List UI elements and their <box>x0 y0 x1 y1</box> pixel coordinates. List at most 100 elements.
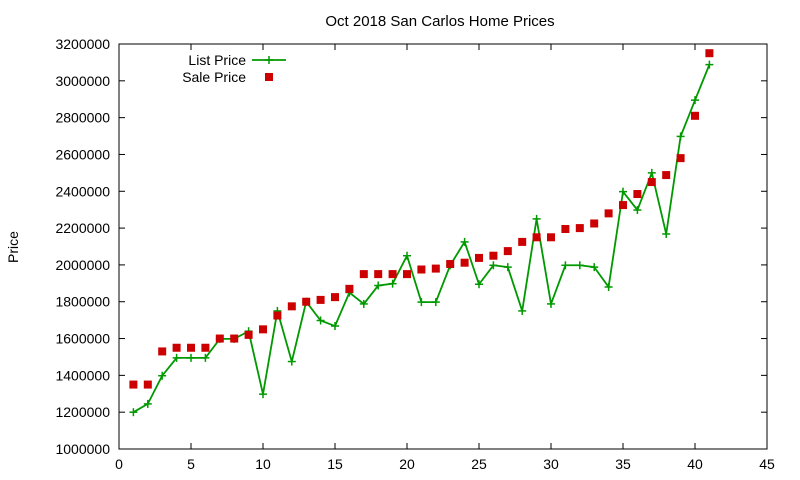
list-price-point <box>316 316 325 325</box>
sale-price-point <box>705 49 714 58</box>
sale-price-point <box>431 264 440 273</box>
sale-price-point <box>345 284 354 293</box>
list-price-point <box>431 298 440 307</box>
legend-label: Sale Price <box>182 69 246 85</box>
x-tick-label: 40 <box>687 456 703 472</box>
list-price-point <box>201 353 210 362</box>
x-tick-label: 10 <box>255 456 271 472</box>
list-price-point <box>532 214 541 223</box>
y-tick-label: 2000000 <box>55 257 110 273</box>
list-price-point <box>633 206 642 215</box>
list-price-point <box>518 306 527 315</box>
y-tick-label: 1800000 <box>55 294 110 310</box>
legend-cross-swatch <box>265 56 273 64</box>
series-sale-price <box>129 49 714 389</box>
sale-price-point <box>446 259 455 268</box>
sale-price-point <box>172 343 181 352</box>
list-price-point <box>143 399 152 408</box>
sale-price-point <box>475 253 483 262</box>
y-tick-label: 3000000 <box>55 73 110 89</box>
data-series <box>129 49 714 417</box>
list-price-point <box>359 299 368 308</box>
sale-price-point <box>647 178 656 187</box>
sale-price-point <box>244 330 253 339</box>
axis-ticks: 0 5 10 15 20 25 30 35 40 45 1000000 1200000 1400000 1… <box>55 36 775 472</box>
sale-price-point <box>187 343 195 352</box>
legend-label: List Price <box>188 52 246 68</box>
sale-price-point <box>287 302 296 311</box>
list-price-point <box>403 251 411 260</box>
sale-price-point <box>547 233 555 242</box>
sale-price-point <box>604 209 613 218</box>
series-list-price <box>129 60 714 417</box>
plot-frame <box>118 43 768 450</box>
sale-price-point <box>273 311 282 320</box>
y-tick-label: 3200000 <box>55 36 110 52</box>
sale-price-point <box>201 343 210 352</box>
list-price-point <box>662 229 671 238</box>
sale-price-point <box>129 380 138 389</box>
sale-price-point <box>417 265 426 274</box>
sale-price-point <box>561 225 570 234</box>
list-price-point <box>259 390 267 399</box>
sale-price-point <box>374 270 383 279</box>
sale-price-point <box>691 111 699 120</box>
sale-price-point <box>259 325 267 334</box>
sale-price-point <box>143 380 152 389</box>
list-price-point <box>503 263 512 272</box>
sale-price-point <box>532 233 541 242</box>
list-price-point <box>575 261 584 270</box>
sale-price-point <box>230 334 239 343</box>
list-price-point <box>187 353 195 362</box>
y-axis-label: Price <box>5 231 21 263</box>
list-price-point <box>561 261 570 270</box>
x-tick-label: 30 <box>543 456 559 472</box>
list-price-point <box>489 261 498 270</box>
y-tick-label: 2400000 <box>55 183 110 199</box>
list-price-point <box>374 281 383 290</box>
y-tick-label: 2200000 <box>55 220 110 236</box>
list-price-point <box>619 187 627 196</box>
x-tick-label: 15 <box>327 456 343 472</box>
y-tick-label: 1200000 <box>55 404 110 420</box>
x-tick-label: 5 <box>187 456 195 472</box>
sale-price-point <box>316 295 325 304</box>
x-tick-label: 25 <box>471 456 487 472</box>
list-price-point <box>705 60 714 69</box>
x-tick-label: 35 <box>615 456 631 472</box>
list-price-point <box>604 283 613 291</box>
sale-price-point <box>633 190 642 199</box>
y-tick-label: 1000000 <box>55 441 110 457</box>
y-tick-label: 1600000 <box>55 331 110 347</box>
sale-price-point <box>518 237 527 246</box>
sale-price-point <box>215 334 224 343</box>
list-price-point <box>129 408 138 417</box>
list-price-point <box>417 298 426 307</box>
list-price-point <box>331 322 339 331</box>
sale-price-point <box>403 270 411 279</box>
list-price-point <box>158 371 167 380</box>
y-tick-label: 2600000 <box>55 146 110 162</box>
list-price-line <box>132 64 711 413</box>
list-price-point <box>691 96 699 105</box>
sale-price-point <box>662 171 671 180</box>
sale-price-point <box>388 270 397 279</box>
sale-price-point <box>575 224 584 233</box>
sale-price-point <box>460 258 469 267</box>
list-price-point <box>590 263 599 272</box>
list-price-point <box>547 299 555 308</box>
list-price-point <box>647 168 656 177</box>
list-price-point <box>460 237 469 246</box>
sale-price-point <box>489 251 498 260</box>
x-tick-label: 20 <box>399 456 415 472</box>
sale-price-point <box>331 293 339 302</box>
list-price-point <box>287 357 296 366</box>
list-price-point <box>475 280 483 289</box>
sale-price-point <box>302 297 311 306</box>
chart-title: Oct 2018 San Carlos Home Prices <box>325 13 554 30</box>
legend-square-swatch <box>265 73 273 81</box>
list-price-point <box>676 132 685 141</box>
